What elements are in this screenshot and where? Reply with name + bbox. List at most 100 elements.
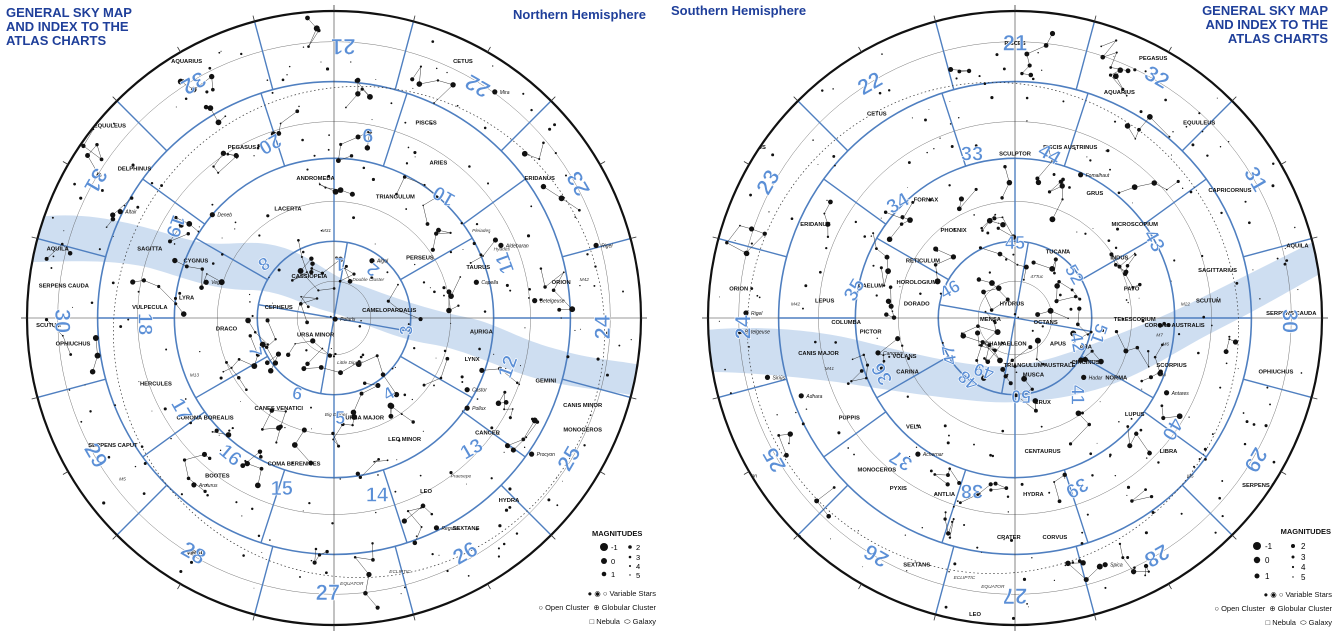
south-star: [818, 270, 822, 274]
south-star: [1131, 202, 1133, 204]
south-star: [1116, 227, 1120, 231]
south-hour-tick: [1311, 397, 1318, 400]
south-star: [1141, 319, 1145, 323]
north-star: [355, 471, 361, 476]
south-annotation-label: M41: [825, 366, 835, 372]
south-star: [777, 433, 781, 437]
south-star: [1084, 232, 1087, 235]
south-star: [1109, 168, 1111, 171]
globular-cluster-label: Globular Cluster: [1277, 604, 1332, 613]
south-star: [1139, 428, 1143, 432]
south-star: [981, 289, 986, 295]
north-star: [219, 449, 222, 452]
north-star: [318, 183, 321, 186]
north-star: [524, 327, 526, 329]
north-star: [313, 25, 320, 32]
south-star: [1144, 574, 1147, 577]
north-hour-tick: [599, 161, 606, 165]
south-star: [850, 380, 853, 383]
southern-hemisphere-map: PISCES PEGASUS CETUS AQUARIUS EQUULEUS TAURUS…: [702, 5, 1328, 631]
north-star: [505, 368, 507, 370]
south-star: [1099, 401, 1101, 403]
north-bright-star: [532, 298, 538, 304]
north-star: [89, 410, 92, 413]
north-bright-star: [203, 279, 209, 285]
north-constellation-label: CASSIOPEIA: [292, 274, 329, 280]
south-star: [1198, 457, 1201, 461]
north-star: [467, 574, 470, 577]
south-star: [1049, 30, 1056, 37]
north-star: [419, 65, 423, 68]
south-star: [1000, 221, 1006, 228]
south-chart-number: 41: [1068, 385, 1088, 405]
north-constellation-label: TAURUS: [466, 265, 490, 271]
south-star: [846, 382, 850, 386]
south-star: [1121, 556, 1125, 560]
south-star: [853, 453, 855, 456]
south-star: [1147, 450, 1150, 453]
south-star: [1067, 317, 1069, 320]
north-star-label: Deneb: [217, 213, 232, 219]
south-star: [924, 118, 927, 122]
north-star: [264, 345, 269, 349]
north-star: [175, 106, 177, 108]
north-hemisphere-label: Northern Hemisphere: [513, 7, 646, 22]
north-star: [301, 366, 307, 372]
south-map-body: PISCES PEGASUS CETUS AQUARIUS EQUULEUS TAURUS…: [708, 11, 1322, 625]
south-constellation-label: CRUX: [1034, 400, 1051, 406]
south-annotation-label: EQUATOR: [981, 584, 1005, 590]
north-star: [218, 279, 225, 286]
south-star: [974, 187, 978, 191]
magnitude-scale: -1 0 1 2 3 4 5: [1253, 542, 1306, 582]
south-star: [851, 358, 854, 361]
north-constellation-label: PISCES: [415, 121, 436, 127]
north-star: [60, 242, 64, 246]
north-star: [198, 226, 200, 228]
south-star: [734, 239, 736, 241]
north-star: [140, 445, 144, 448]
south-star: [1130, 499, 1134, 503]
south-star: [790, 217, 794, 221]
north-star: [92, 335, 99, 341]
south-star: [1284, 247, 1286, 250]
north-star: [483, 126, 487, 130]
magnitudes-legend: MAGNITUDES: [1245, 527, 1331, 536]
north-milky-way: [27, 215, 641, 400]
south-star: [1022, 577, 1027, 581]
north-star: [332, 287, 336, 290]
south-star: [1070, 330, 1077, 337]
north-hour-tick: [177, 583, 181, 590]
north-star: [310, 559, 313, 562]
north-star: [261, 428, 264, 431]
north-sector-boundary: [462, 178, 526, 225]
north-star: [416, 81, 423, 87]
north-star: [255, 352, 260, 357]
north-constellation-figure: [83, 129, 102, 176]
south-hour-tick: [712, 397, 719, 400]
north-star: [412, 87, 414, 89]
south-star: [872, 232, 875, 235]
north-star: [105, 226, 108, 228]
north-star: [259, 341, 266, 348]
south-star: [950, 520, 954, 523]
north-star: [472, 241, 476, 246]
north-star: [237, 375, 241, 380]
south-star: [907, 161, 911, 164]
south-star: [1011, 616, 1016, 620]
south-constellation-label: AQUARIUS: [1104, 90, 1135, 96]
northern-hemisphere-map: AQUARIUS CETUS PISCES EQUULEUS PEGASUS DELPHI…: [21, 5, 647, 631]
north-star: [386, 299, 390, 303]
north-sector-boundary: [500, 100, 552, 152]
south-star: [862, 566, 864, 568]
south-hour-tick: [933, 15, 936, 22]
south-star: [1109, 453, 1112, 457]
north-star: [391, 367, 394, 370]
north-star: [511, 408, 514, 410]
north-star: [486, 182, 490, 185]
north-constellation-label: OPHIUCHUS: [56, 342, 91, 348]
north-star: [355, 77, 361, 83]
south-star: [976, 324, 980, 328]
south-star: [1146, 114, 1153, 120]
north-star: [73, 182, 76, 186]
south-star: [1225, 362, 1228, 365]
